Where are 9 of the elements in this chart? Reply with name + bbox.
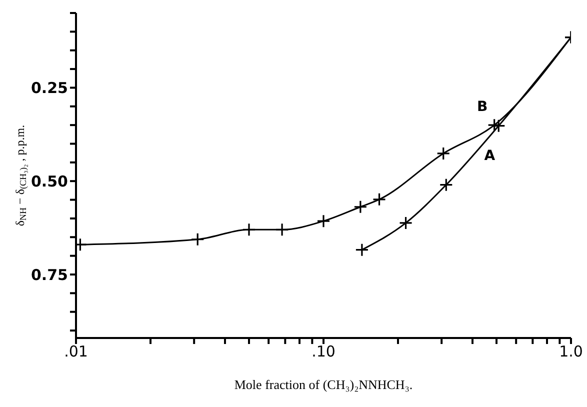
y-tick-label: 0.75 — [30, 266, 68, 284]
x-axis-title: Mole fraction of (CH₃)₂NNHCH₃. — [234, 377, 413, 392]
series-label: A — [484, 148, 496, 164]
y-tick-label: 0.25 — [30, 79, 68, 98]
x-tick-label: .10 — [312, 342, 336, 361]
x-tick-label: 1.0 — [559, 342, 583, 361]
x-tick-label: .01 — [64, 342, 88, 361]
series-label: B — [476, 99, 488, 116]
y-tick-label: 0.50 — [30, 172, 68, 190]
